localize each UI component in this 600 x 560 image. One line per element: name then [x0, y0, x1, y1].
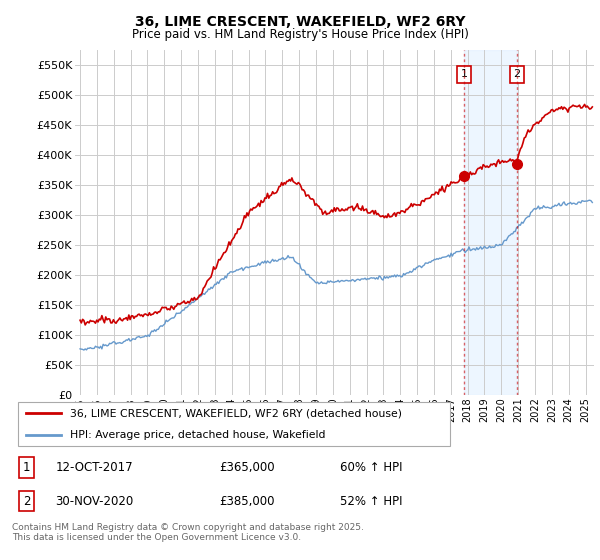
Text: £385,000: £385,000 [220, 494, 275, 508]
Text: 1: 1 [23, 461, 30, 474]
Text: HPI: Average price, detached house, Wakefield: HPI: Average price, detached house, Wake… [70, 430, 325, 440]
Text: 2: 2 [513, 69, 520, 80]
Text: 52% ↑ HPI: 52% ↑ HPI [340, 494, 403, 508]
Text: £365,000: £365,000 [220, 461, 275, 474]
Text: Price paid vs. HM Land Registry's House Price Index (HPI): Price paid vs. HM Land Registry's House … [131, 28, 469, 41]
Text: 1: 1 [461, 69, 467, 80]
Bar [464, 50, 517, 395]
Text: 30-NOV-2020: 30-NOV-2020 [55, 494, 133, 508]
Text: 12-OCT-2017: 12-OCT-2017 [55, 461, 133, 474]
Text: 36, LIME CRESCENT, WAKEFIELD, WF2 6RY (detached house): 36, LIME CRESCENT, WAKEFIELD, WF2 6RY (d… [70, 408, 401, 418]
Text: 60% ↑ HPI: 60% ↑ HPI [340, 461, 403, 474]
FancyBboxPatch shape [18, 402, 450, 446]
Text: 2: 2 [23, 494, 30, 508]
Text: Contains HM Land Registry data © Crown copyright and database right 2025.
This d: Contains HM Land Registry data © Crown c… [12, 522, 364, 542]
Text: 36, LIME CRESCENT, WAKEFIELD, WF2 6RY: 36, LIME CRESCENT, WAKEFIELD, WF2 6RY [135, 15, 465, 29]
